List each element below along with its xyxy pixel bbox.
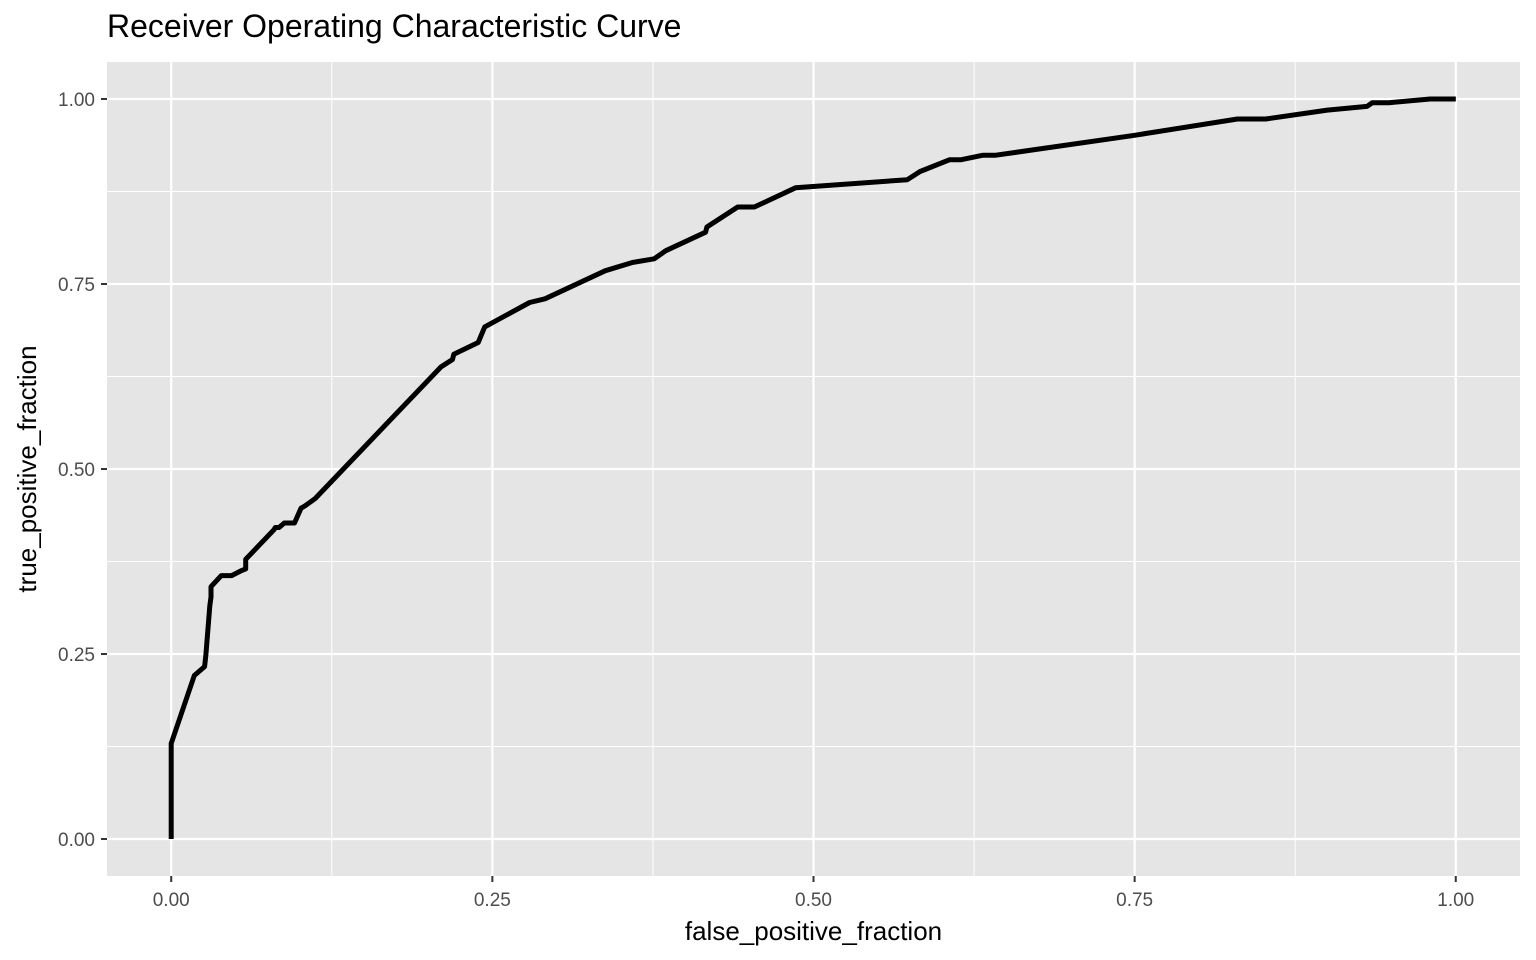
y-tick-label: 1.00 bbox=[58, 90, 95, 111]
y-tick-label: 0.50 bbox=[58, 460, 95, 481]
y-axis-title: true_positive_fraction bbox=[12, 345, 42, 592]
x-axis-title: false_positive_fraction bbox=[685, 916, 942, 946]
y-tick-label: 0.00 bbox=[58, 830, 95, 851]
roc-curve-line bbox=[168, 96, 1456, 839]
y-tick-label: 0.75 bbox=[58, 275, 95, 296]
x-tick-label: 0.75 bbox=[1116, 890, 1153, 911]
y-tick-label: 0.25 bbox=[58, 645, 95, 666]
x-tick-label: 0.25 bbox=[474, 890, 511, 911]
chart-title: Receiver Operating Characteristic Curve bbox=[107, 8, 682, 44]
x-axis-ticks: 0.00 0.25 0.50 0.75 1.00 bbox=[153, 876, 1474, 911]
x-tick-label: 0.00 bbox=[153, 890, 190, 911]
x-tick-label: 1.00 bbox=[1437, 890, 1474, 911]
x-tick-label: 0.50 bbox=[795, 890, 832, 911]
y-axis-ticks: 0.00 0.25 0.50 0.75 1.00 bbox=[58, 90, 107, 851]
